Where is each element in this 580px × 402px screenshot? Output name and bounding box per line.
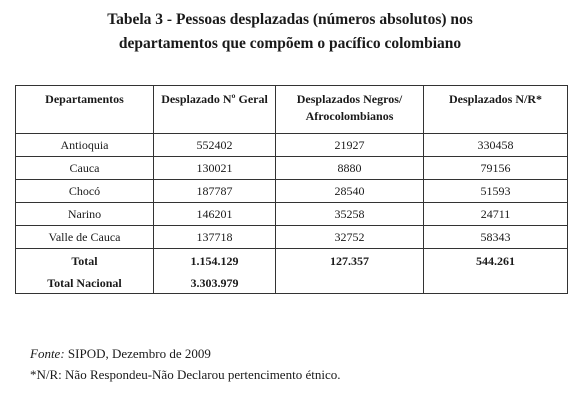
table-header-row: Departamentos Desplazado Nº Geral Despla… [15,85,568,134]
total-nr: 544.261 [423,248,568,271]
header-desplazados-negros: Desplazados Negros/ Afrocolombianos [275,85,424,134]
table-row: Valle de Cauca 137718 32752 58343 [15,225,568,249]
total-label: Total [15,248,154,271]
table-row: Antioquia 552402 21927 330458 [15,133,568,157]
title-line-2: departamentos que compõem o pacífico col… [118,35,462,52]
header-desplazados-nr: Desplazados N/R* [423,85,568,134]
total-nacional-row: Total Nacional 3.303.979 [15,271,568,294]
total-geral: 1.154.129 [153,248,276,271]
total-nacional-geral: 3.303.979 [153,271,276,294]
source-text: SIPOD, Dezembro de 2009 [64,346,211,361]
cell-nr: 51593 [423,179,568,203]
title-line-1: Tabela 3 - Pessoas desplazadas (números … [107,11,473,28]
cell-nr: 58343 [423,225,568,249]
cell-negros: 35258 [275,202,424,226]
cell-departamento: Chocó [15,179,154,203]
nr-footnote: *N/R: Não Respondeu-Não Declarou pertenc… [30,367,341,382]
total-negros: 127.357 [275,248,424,271]
cell-departamento: Narino [15,202,154,226]
total-nacional-label: Total Nacional [15,271,154,294]
source-label: Fonte: [30,346,65,361]
displaced-persons-table: Departamentos Desplazado Nº Geral Despla… [15,85,568,294]
header-desplazado-geral: Desplazado Nº Geral [153,85,276,134]
cell-negros: 32752 [275,225,424,249]
cell-negros: 8880 [275,156,424,180]
cell-geral: 137718 [153,225,276,249]
header-departamentos: Departamentos [15,85,154,134]
cell-negros: 21927 [275,133,424,157]
source-note: Fonte: SIPOD, Dezembro de 2009 [30,343,340,364]
table-row: Cauca 130021 8880 79156 [15,156,568,180]
cell-nr: 330458 [423,133,568,157]
total-nacional-empty-2 [423,271,568,294]
cell-negros: 28540 [275,179,424,203]
cell-geral: 130021 [153,156,276,180]
table-row: Chocó 187787 28540 51593 [15,179,568,203]
cell-geral: 146201 [153,202,276,226]
cell-nr: 24711 [423,202,568,226]
cell-geral: 187787 [153,179,276,203]
data-table-container: Departamentos Desplazado Nº Geral Despla… [15,85,568,323]
total-nacional-empty-1 [275,271,424,294]
table-title: Tabela 3 - Pessoas desplazadas (números … [0,8,580,56]
cell-departamento: Valle de Cauca [15,225,154,249]
cell-geral: 552402 [153,133,276,157]
cell-departamento: Cauca [15,156,154,180]
cell-departamento: Antioquia [15,133,154,157]
table-row: Narino 146201 35258 24711 [15,202,568,226]
footnotes: Fonte: SIPOD, Dezembro de 2009 *N/R: Não… [30,343,340,385]
cell-nr: 79156 [423,156,568,180]
total-row: Total 1.154.129 127.357 544.261 [15,248,568,271]
